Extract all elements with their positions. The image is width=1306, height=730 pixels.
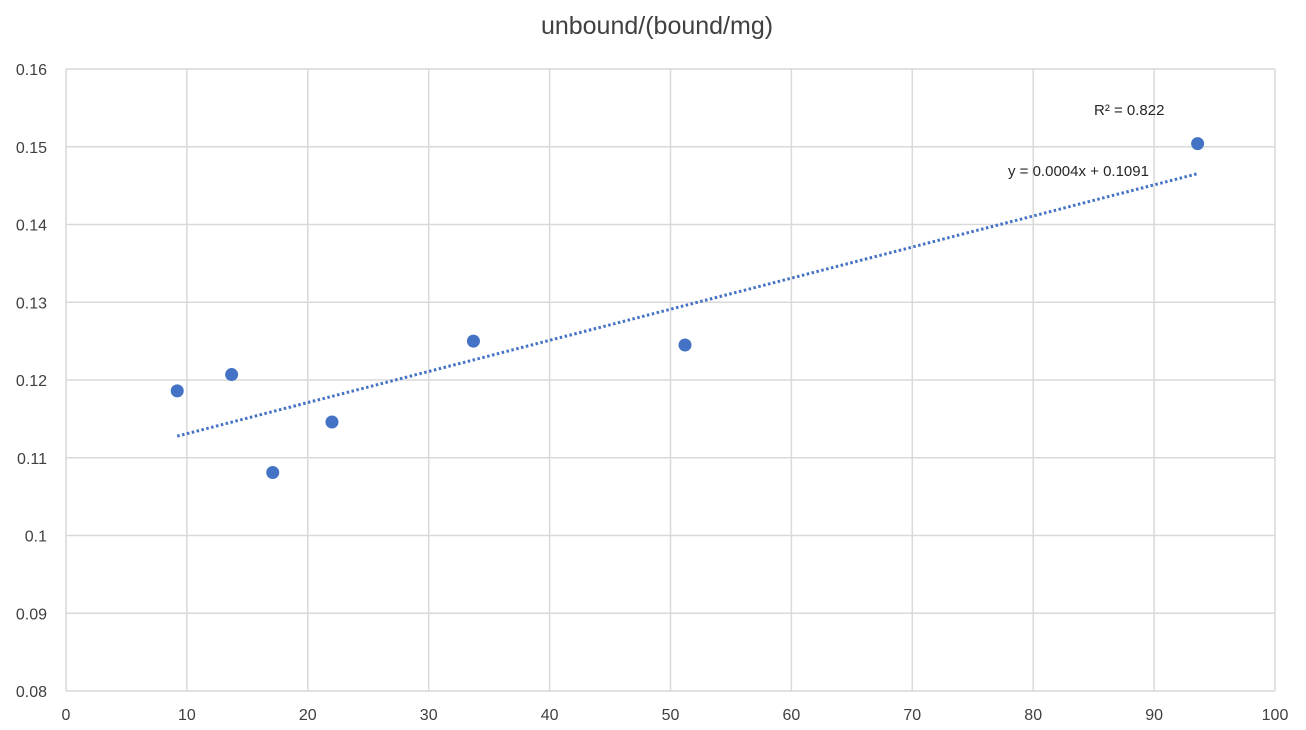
data-point [325, 415, 339, 429]
x-tick-label: 30 [420, 707, 438, 724]
y-tick-label: 0.08 [16, 684, 47, 701]
data-point [1191, 137, 1205, 151]
trendline [176, 172, 1198, 438]
grid-lines [65, 68, 1276, 692]
y-tick-label: 0.11 [17, 451, 47, 468]
y-tick-label: 0.12 [16, 373, 47, 390]
data-point [266, 466, 280, 480]
x-tick-label: 50 [662, 707, 680, 724]
y-tick-label: 0.15 [16, 140, 47, 157]
data-point [466, 334, 480, 348]
data-point [170, 384, 184, 398]
x-tick-label: 90 [1145, 707, 1163, 724]
data-points [170, 137, 1205, 480]
y-tick-label: 0.16 [16, 62, 47, 79]
data-point [678, 338, 692, 352]
data-point [225, 368, 239, 382]
x-tick-label: 80 [1024, 707, 1042, 724]
y-tick-label: 0.13 [16, 295, 47, 312]
x-tick-label: 70 [903, 707, 921, 724]
y-tick-label: 0.14 [16, 218, 47, 235]
y-tick-label: 0.1 [25, 529, 47, 546]
x-tick-label: 40 [541, 707, 559, 724]
chart-title: unbound/(bound/mg) [541, 12, 773, 40]
x-tick-label: 0 [62, 707, 71, 724]
r-squared-label: R² = 0.822 [1094, 102, 1164, 119]
y-tick-label: 0.09 [16, 606, 47, 623]
x-tick-label: 10 [178, 707, 196, 724]
tick-labels: 0 10 20 30 40 50 60 70 80 90 100 0.08 0.09 0.1 0.11 0.1… [16, 62, 1289, 724]
x-tick-label: 20 [299, 707, 317, 724]
trendline-equation-label: y = 0.0004x + 0.1091 [1008, 163, 1149, 180]
x-tick-label: 60 [783, 707, 801, 724]
trendline-layer [176, 172, 1198, 438]
x-tick-label: 100 [1262, 707, 1289, 724]
